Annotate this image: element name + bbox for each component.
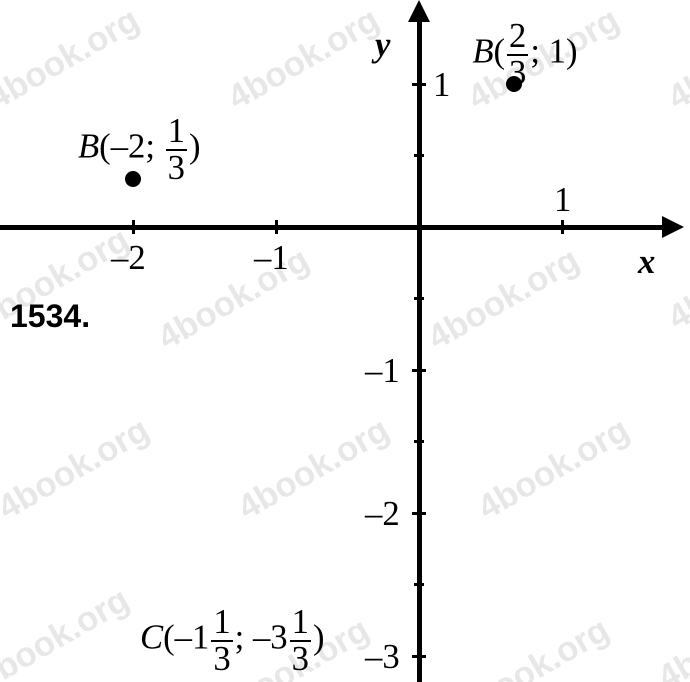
point-label-B2: B(23; 1)	[472, 19, 577, 90]
watermark: 4book.org	[661, 221, 690, 339]
y-axis-label: y	[375, 28, 390, 63]
watermark: 4book.org	[451, 611, 616, 682]
point-label-B1: B(–2; 13)	[78, 114, 201, 185]
y-tick-label: –2	[365, 497, 400, 532]
watermark: 4book.org	[661, 1, 690, 119]
watermark: 4book.org	[471, 411, 636, 529]
x-tick-label: –1	[254, 241, 289, 276]
problem-number: 1534.	[10, 300, 90, 332]
x-tick	[561, 220, 564, 234]
y-axis-arrow	[408, 0, 430, 22]
x-tick-label: 1	[554, 183, 571, 218]
y-tick	[414, 154, 424, 157]
y-tick-label: –1	[365, 354, 400, 389]
watermark: 4book.org	[151, 241, 316, 359]
point-label-C: C(–113; –313)	[140, 605, 324, 676]
watermark: 4book.org	[0, 581, 136, 682]
x-tick-label: –2	[111, 241, 146, 276]
y-tick	[414, 440, 424, 443]
y-tick	[412, 83, 426, 86]
y-tick	[412, 369, 426, 372]
y-tick	[412, 655, 426, 658]
watermark: 4book.org	[651, 581, 690, 682]
x-axis-arrow	[662, 216, 684, 238]
x-tick	[132, 220, 135, 234]
x-tick	[275, 220, 278, 234]
y-tick	[412, 512, 426, 515]
y-tick-label: 1	[433, 68, 450, 103]
watermark: 4book.org	[0, 1, 146, 119]
y-tick-label: –3	[365, 640, 400, 675]
watermark: 4book.org	[221, 1, 386, 119]
y-tick	[414, 583, 424, 586]
watermark: 4book.org	[421, 241, 586, 359]
y-tick	[414, 297, 424, 300]
watermark: 4book.org	[0, 411, 156, 529]
x-axis-label: x	[638, 245, 655, 280]
coordinate-plane: 4book.org 4book.org 4book.org 4book.org 4boo…	[0, 0, 690, 682]
